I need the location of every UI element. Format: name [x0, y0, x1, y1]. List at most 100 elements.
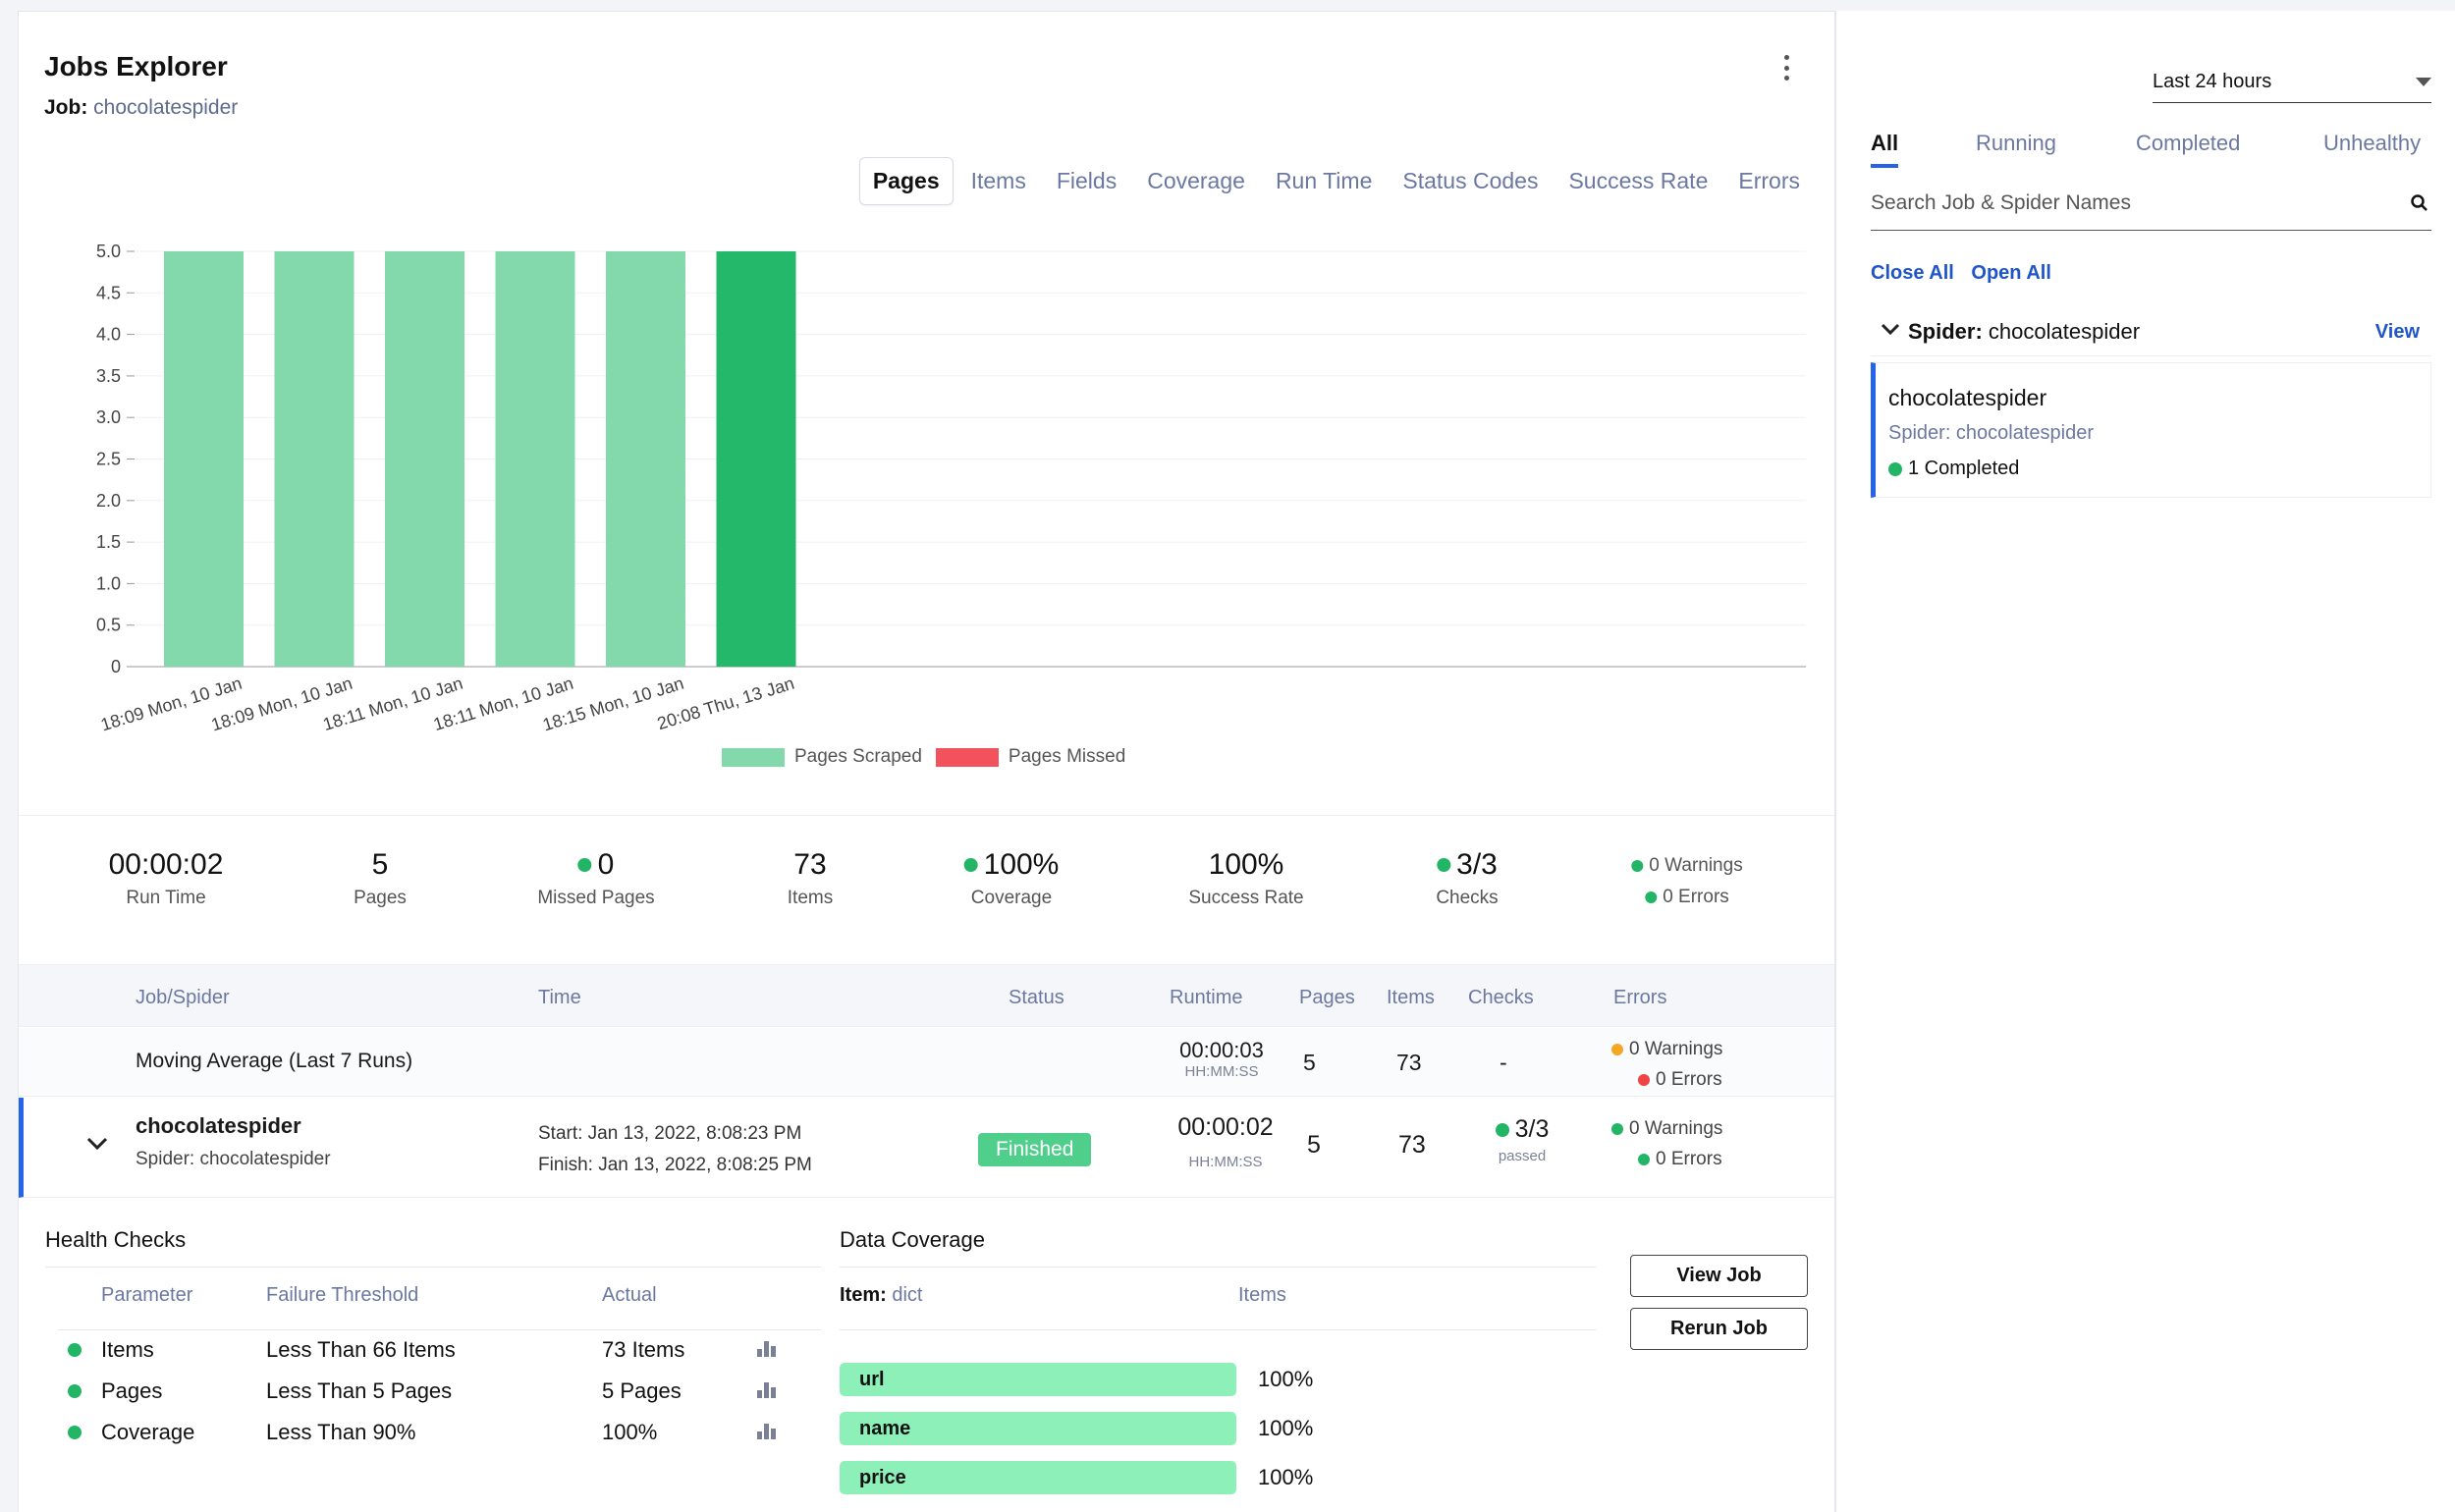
filter-tab-completed[interactable]: Completed	[2136, 131, 2241, 155]
tab-fields[interactable]: Fields	[1056, 168, 1118, 193]
view-link[interactable]: View	[2374, 321, 2420, 343]
hc-threshold: Less Than 90%	[266, 1420, 416, 1444]
tab-success-rate[interactable]: Success Rate	[1568, 168, 1709, 193]
filter-tab-all[interactable]: All	[1871, 131, 1899, 168]
status-dot-icon	[1495, 1122, 1509, 1137]
legend-label-missed: Pages Missed	[1008, 746, 1126, 767]
col-items[interactable]: Items	[1387, 987, 1435, 1008]
health-row-pages: Pages Less Than 5 Pages 5 Pages	[19, 1378, 1834, 1408]
col-status[interactable]: Status	[1009, 987, 1064, 1008]
divider	[45, 1267, 821, 1268]
stat-coverage: 100% Coverage	[963, 848, 1060, 909]
close-all-link[interactable]: Close All	[1871, 262, 1954, 284]
legend-label-scraped: Pages Scraped	[794, 746, 922, 767]
bar-chart-icon[interactable]	[757, 1420, 779, 1439]
view-job-button[interactable]: View Job	[1630, 1255, 1808, 1297]
coverage-bar-name: name	[840, 1412, 1236, 1445]
search-box	[1871, 182, 2431, 231]
avg-errors: 0 Warnings 0 Errors	[1611, 1034, 1722, 1095]
status-dot-icon	[1611, 1122, 1623, 1135]
search-input[interactable]	[1871, 182, 2381, 225]
job-checks: 3/3 passed	[1475, 1115, 1569, 1164]
tab-status-codes[interactable]: Status Codes	[1402, 168, 1539, 193]
search-icon[interactable]	[2410, 193, 2429, 213]
job-errors: 0 Warnings 0 Errors	[1611, 1113, 1722, 1174]
hc-param: Coverage	[101, 1420, 195, 1444]
hc-col-threshold: Failure Threshold	[266, 1284, 419, 1306]
avg-runtime-value: 00:00:03	[1179, 1038, 1264, 1062]
bar-pages-scraped	[716, 251, 796, 667]
hc-col-parameter: Parameter	[101, 1284, 193, 1306]
status-dot-icon	[577, 858, 592, 872]
hc-actual: 5 Pages	[602, 1378, 682, 1403]
stat-coverage-label: Coverage	[970, 888, 1053, 908]
filter-tab-running[interactable]: Running	[1976, 131, 2056, 155]
rerun-job-button[interactable]: Rerun Job	[1630, 1308, 1808, 1350]
job-row-name[interactable]: chocolatespider	[136, 1113, 301, 1138]
tab-run-time[interactable]: Run Time	[1275, 168, 1373, 193]
more-options-icon[interactable]	[1776, 51, 1796, 84]
stat-warnings-errors: 0 Warnings 0 Errors	[1631, 850, 1743, 913]
metric-tabs: Pages Items Fields Coverage Run Time Sta…	[854, 157, 1813, 205]
y-tick-label: 3.0	[96, 407, 121, 427]
tab-items[interactable]: Items	[970, 168, 1026, 193]
bar-pages-scraped	[385, 251, 464, 667]
stat-run-time: 00:00:02 Run Time	[109, 848, 224, 909]
stats-bar: 00:00:02 Run Time 5 Pages 0 Missed Pages…	[19, 837, 1834, 935]
job-row-start: Start: Jan 13, 2022, 8:08:23 PM	[538, 1123, 802, 1144]
legend-item-missed[interactable]: Pages Missed	[935, 746, 1126, 768]
tab-pages[interactable]: Pages	[858, 157, 954, 205]
avg-runtime-unit: HH:MM:SS	[1184, 1063, 1259, 1080]
job-warnings: 0 Warnings	[1629, 1118, 1723, 1139]
job-items: 73	[1398, 1131, 1426, 1159]
status-dot-icon	[963, 858, 978, 872]
divider	[840, 1267, 1596, 1268]
col-runtime[interactable]: Runtime	[1170, 987, 1243, 1008]
coverage-pct-url: 100%	[1258, 1367, 1314, 1391]
job-row-spider: Spider: chocolatespider	[136, 1149, 331, 1169]
divider	[58, 1329, 821, 1330]
legend-item-scraped[interactable]: Pages Scraped	[722, 746, 922, 768]
page-title: Jobs Explorer	[44, 51, 228, 81]
job-checks-sub: passed	[1498, 1148, 1547, 1164]
chevron-down-icon[interactable]	[86, 1137, 108, 1151]
error-dot-icon	[1638, 1073, 1650, 1086]
hc-actual: 100%	[602, 1420, 658, 1444]
tab-errors[interactable]: Errors	[1738, 168, 1800, 193]
y-tick-label: 2.0	[96, 491, 121, 511]
bar-chart-icon[interactable]	[757, 1378, 779, 1398]
bar-chart-icon[interactable]	[757, 1337, 779, 1357]
data-coverage-title: Data Coverage	[840, 1227, 985, 1252]
stat-missed: 0 Missed Pages	[537, 848, 654, 909]
y-tick-label: 5.0	[96, 242, 121, 261]
stat-missed-label: Missed Pages	[537, 888, 655, 908]
col-checks[interactable]: Checks	[1468, 987, 1534, 1008]
col-errors[interactable]: Errors	[1613, 987, 1667, 1008]
health-row-items: Items Less Than 66 Items 73 Items	[19, 1337, 1834, 1367]
coverage-item-label: Item:	[840, 1284, 887, 1306]
col-time[interactable]: Time	[538, 987, 581, 1008]
spider-card[interactable]: chocolatespider Spider: chocolatespider …	[1871, 362, 2431, 498]
stat-success: 100% Success Rate	[1188, 848, 1303, 909]
time-range-select[interactable]: Last 24 hours	[2153, 58, 2431, 103]
chevron-down-icon[interactable]	[1881, 323, 1900, 337]
filter-tab-unhealthy[interactable]: Unhealthy	[2323, 131, 2422, 155]
col-job-spider[interactable]: Job/Spider	[136, 987, 230, 1008]
stat-success-label: Success Rate	[1188, 888, 1304, 908]
tab-coverage[interactable]: Coverage	[1147, 168, 1245, 193]
stat-items: 73 Items	[788, 848, 833, 909]
status-dot-icon	[1645, 891, 1658, 903]
job-row[interactable]: chocolatespider Spider: chocolatespider …	[19, 1098, 1834, 1198]
job-row-finish: Finish: Jan 13, 2022, 8:08:25 PM	[538, 1155, 812, 1175]
stat-coverage-value: 100%	[983, 848, 1060, 881]
legend-swatch-scraped	[722, 747, 785, 767]
health-checks-title: Health Checks	[45, 1227, 187, 1252]
status-dot-icon	[68, 1426, 82, 1439]
bar-pages-scraped	[495, 251, 575, 667]
avg-checks: -	[1500, 1050, 1507, 1075]
stat-run-time-value: 00:00:02	[108, 848, 224, 881]
open-all-link[interactable]: Open All	[1971, 262, 2051, 284]
stat-errors: 0 Errors	[1663, 887, 1729, 907]
col-pages[interactable]: Pages	[1299, 987, 1355, 1008]
y-tick-label: 1.5	[96, 532, 121, 552]
